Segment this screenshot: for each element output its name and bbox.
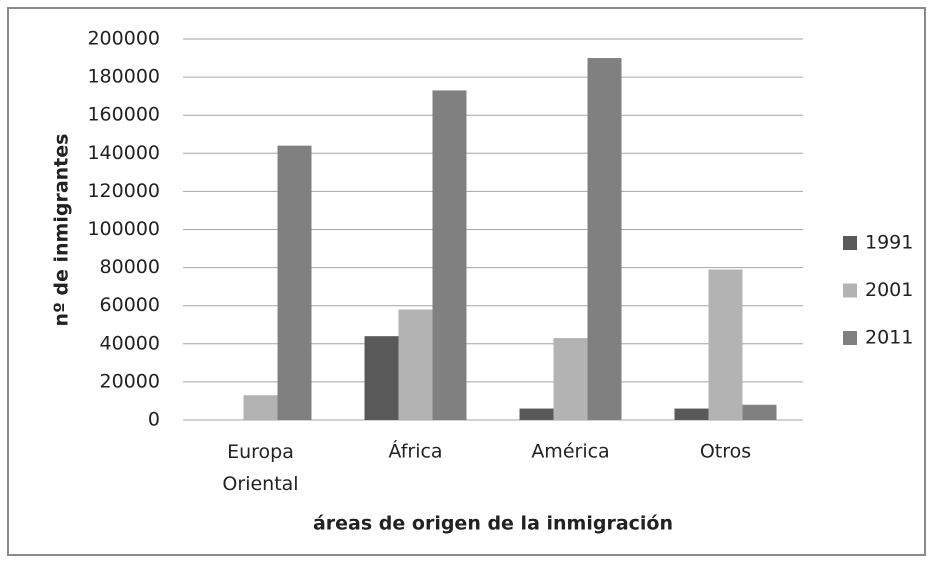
y-tick-label: 40000	[100, 332, 160, 354]
legend-swatch	[843, 331, 857, 345]
y-tick-label: 20000	[100, 370, 160, 392]
x-axis-label: áreas de origen de la inmigración	[313, 513, 673, 535]
y-tick-label: 200000	[87, 28, 160, 50]
y-tick-label: 140000	[87, 142, 160, 164]
bar	[432, 90, 467, 420]
x-tick-label: Otros	[700, 441, 751, 463]
y-tick-label: 100000	[87, 218, 160, 240]
legend-label: 1991	[865, 232, 913, 254]
bar	[708, 269, 743, 420]
y-tick-label: 120000	[87, 180, 160, 202]
bar	[587, 58, 622, 421]
legend-swatch	[843, 236, 857, 250]
y-tick-label: 60000	[100, 294, 160, 316]
bar	[674, 408, 709, 420]
y-tick-label: 80000	[100, 256, 160, 278]
legend-swatch	[843, 283, 857, 298]
bar	[277, 145, 312, 420]
bar	[519, 408, 554, 420]
x-tick-label: África	[388, 440, 442, 463]
x-tick-label: Europa Oriental	[222, 441, 298, 495]
y-tick-label: 0	[148, 409, 160, 431]
bar	[553, 338, 588, 420]
y-axis-label: nº de inmigrantes	[51, 134, 73, 327]
legend-label: 2001	[865, 279, 913, 301]
y-tick-label: 160000	[87, 104, 160, 126]
legend-label: 2011	[865, 327, 913, 349]
y-tick-label: 180000	[87, 66, 160, 88]
bar	[742, 404, 777, 420]
bar	[364, 336, 399, 420]
bar	[398, 309, 433, 420]
bar	[243, 395, 278, 420]
x-tick-label: América	[531, 441, 609, 463]
